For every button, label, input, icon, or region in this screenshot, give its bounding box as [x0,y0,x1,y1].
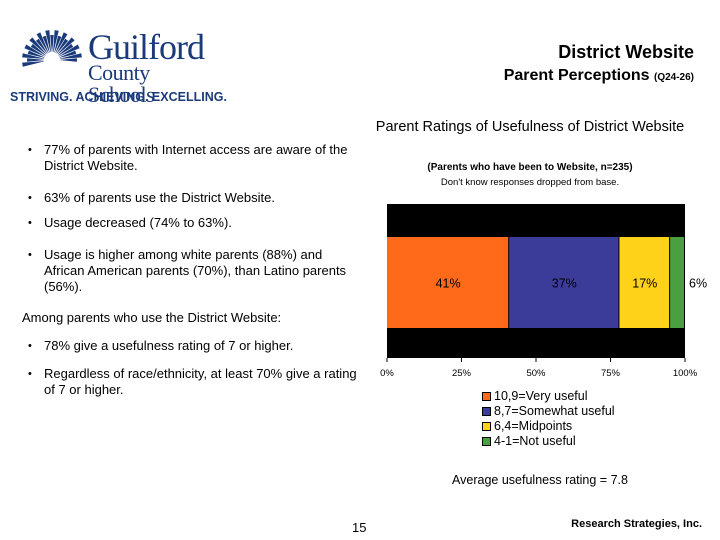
logo-name: Guilford [88,27,205,67]
x-tick-label: 0% [380,368,394,379]
chart-note: Don't know responses dropped from base. [440,177,620,188]
legend-item: 6,4=Midpoints [482,419,615,434]
logo-ray [55,32,68,53]
average-rating: Average usefulness rating = 7.8 [452,473,628,487]
page-subtitle: Parent Perceptions (Q24-26) [504,67,694,85]
logo-tagline: STRIVING. ACHIEVING. EXCELLING. [10,90,227,104]
finding-item: 78% give a usefulness rating of 7 or hig… [22,338,293,354]
logo-ray [57,37,75,55]
logo-ray [59,53,82,59]
finding-item: 63% of parents use the District Website. [22,190,275,206]
x-tick-label: 50% [526,368,546,379]
logo-ray [59,50,77,58]
legend-swatch [482,422,491,431]
bar-segment [387,237,509,328]
finding-item: Usage is higher among white parents (88%… [22,247,359,295]
legend-label: 6,4=Midpoints [494,419,573,433]
users-heading: Among parents who use the District Websi… [22,310,282,325]
sunburst-logo-icon [22,30,82,67]
logo-ray [30,43,46,56]
bar-data-label: 37% [552,277,577,291]
finding-item: Regardless of race/ethnicity, at least 7… [22,366,367,398]
chart-title: Parent Ratings of Usefulness of District… [375,119,685,135]
subtitle-text: Parent Perceptions [503,67,650,84]
finding-item: 77% of parents with Internet access are … [22,142,367,174]
bar-segment [619,237,670,328]
logo-ray [22,53,45,59]
legend-item: 10,9=Very useful [482,389,615,404]
x-tick-label: 75% [601,368,621,379]
chart-legend: 10,9=Very useful 8,7=Somewhat useful 6,4… [482,389,615,449]
legend-label: 10,9=Very useful [494,389,588,403]
logo-ray [27,50,45,58]
legend-swatch [482,407,491,416]
legend-item: 8,7=Somewhat useful [482,404,615,419]
logo-ray [42,35,50,53]
legend-item: 4-1=Not useful [482,434,615,449]
bar-data-label: 17% [632,277,657,291]
legend-swatch [482,437,491,446]
guilford-logo: Guilford County Schools STRIVING. ACHIEV… [8,20,227,110]
logo-ray [56,38,69,54]
logo-ray [59,58,77,62]
bar-segment [670,237,684,328]
page-number: 15 [352,520,367,535]
page-title: District Website [558,42,694,62]
subtitle-note: (Q24-26) [653,72,694,83]
x-tick-label: 100% [673,368,698,379]
logo-subtitle: County Schools [88,60,155,107]
logo-ray [53,30,59,53]
logo-ray [59,44,80,57]
logo-ray [35,38,48,54]
logo-ray [50,35,54,53]
legend-label: 8,7=Somewhat useful [494,404,615,418]
finding-item: Usage decreased (74% to 63%). [22,215,232,231]
logo-ray [22,61,45,67]
bar-data-label: 41% [436,277,461,291]
logo-ray [27,58,45,62]
bar-data-label: 6% [689,277,707,291]
chart-subtitle: (Parents who have been to Website, n=235… [427,162,633,173]
logo-ray [54,35,62,53]
x-tick-label: 25% [452,368,472,379]
legend-swatch [482,392,491,401]
logo-ray [29,37,47,55]
legend-label: 4-1=Not useful [494,434,576,448]
logo-ray [36,32,49,53]
logo-ray [58,43,74,56]
logo-ray [24,44,45,57]
bar-segment [509,237,619,328]
footer-credit: Research Strategies, Inc. [571,518,702,530]
logo-ray [45,30,51,53]
